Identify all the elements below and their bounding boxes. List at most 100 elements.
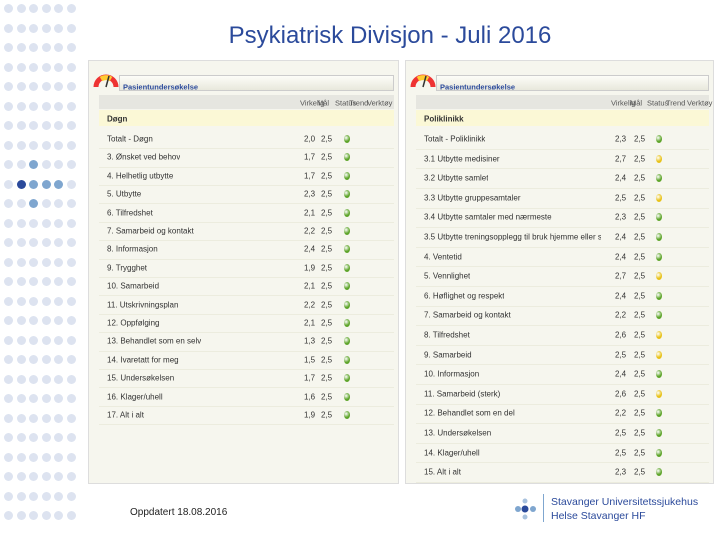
- status-indicator: [344, 300, 350, 309]
- dot: [29, 511, 38, 520]
- actual-value: 2,1: [304, 208, 316, 218]
- dot: [54, 374, 63, 384]
- dot: [4, 452, 13, 462]
- dot: [16, 238, 26, 247]
- row-label: 14. Klager/uhell: [424, 448, 480, 458]
- dot: [54, 179, 63, 189]
- dot: [54, 472, 63, 481]
- dot: [66, 433, 76, 442]
- section-row: [99, 110, 394, 126]
- column-header: Verktøy: [367, 98, 393, 108]
- target-value: 2,5: [321, 171, 333, 181]
- dot: [4, 374, 13, 384]
- dot: [66, 4, 76, 13]
- actual-value: 1,6: [304, 392, 316, 402]
- row-separator: [416, 266, 709, 268]
- actual-value: 2,4: [615, 232, 627, 242]
- dot: [54, 62, 63, 72]
- dot: [29, 218, 38, 228]
- row-label: 9. Samarbeid: [424, 350, 472, 360]
- dot: [29, 296, 38, 306]
- dot: [41, 511, 51, 520]
- dot: [16, 199, 26, 208]
- dot: [29, 121, 38, 130]
- table-panel: Pasientundersøkelse Virkelig Mål Status Tren…: [405, 60, 714, 484]
- dot: [4, 394, 13, 403]
- dot: [66, 101, 76, 111]
- dot: [16, 4, 26, 13]
- row-separator: [99, 203, 394, 205]
- dot: [54, 82, 63, 91]
- dot: [66, 82, 76, 91]
- row-label: 10. Informasjon: [424, 369, 480, 379]
- dot: [54, 257, 63, 267]
- dot: [66, 140, 76, 150]
- target-value: 2,5: [634, 291, 646, 301]
- dot: [16, 160, 26, 169]
- column-header: Status: [647, 98, 669, 108]
- row-label: 9. Trygghet: [107, 263, 148, 273]
- row-label: 13. Undersøkelsen: [424, 428, 492, 438]
- dot: [4, 335, 13, 345]
- column-header-row: [416, 95, 709, 109]
- slide-title: Psykiatrisk Divisjon - Juli 2016: [228, 22, 552, 49]
- row-separator: [99, 405, 394, 407]
- dot: [4, 160, 13, 169]
- row-label: 16. Klager/uhell: [107, 392, 163, 402]
- target-value: 2,5: [634, 369, 646, 379]
- dot: [54, 121, 63, 130]
- row-separator: [416, 325, 709, 327]
- dot: [16, 374, 26, 384]
- row-separator: [416, 462, 709, 464]
- dot: [41, 62, 51, 72]
- dot: [66, 413, 76, 423]
- row-separator: [416, 227, 709, 229]
- dot: [29, 257, 38, 267]
- target-value: 2,5: [634, 448, 646, 458]
- row-separator: [99, 166, 394, 168]
- target-value: 2,5: [634, 408, 646, 418]
- target-value: 2,5: [321, 263, 333, 273]
- dot: [66, 491, 76, 501]
- dot: [29, 433, 38, 442]
- target-value: 2,5: [634, 428, 646, 438]
- actual-value: 1,9: [304, 410, 316, 420]
- target-value: 2,5: [321, 392, 333, 402]
- status-indicator: [656, 233, 662, 241]
- target-value: 2,5: [321, 355, 333, 365]
- dot: [29, 23, 38, 33]
- row-separator: [416, 207, 709, 209]
- actual-value: 2,1: [304, 318, 316, 328]
- row-label: 12. Behandlet som en del: [424, 408, 515, 418]
- dot: [41, 277, 51, 286]
- dot: [29, 413, 38, 423]
- status-indicator: [344, 171, 350, 180]
- actual-value: 2,2: [304, 300, 316, 310]
- dot: [66, 121, 76, 130]
- dot: [29, 394, 38, 403]
- row-separator: [416, 305, 709, 307]
- row-separator: [99, 424, 394, 426]
- row-label: 14. Ivaretatt for meg: [107, 355, 179, 365]
- row-separator: [416, 364, 709, 366]
- app-title-bar: [119, 75, 394, 91]
- status-indicator: [656, 252, 662, 261]
- dot: [66, 257, 76, 267]
- row-label: 11. Utskrivningsplan: [107, 300, 179, 310]
- logo-divider: [543, 494, 544, 522]
- target-value: 2,5: [321, 226, 333, 236]
- dot: [16, 296, 26, 306]
- target-value: 2,5: [634, 252, 646, 262]
- row-separator: [99, 313, 394, 315]
- column-header: Virkelig: [611, 98, 636, 108]
- dot: [66, 335, 76, 345]
- row-label: 6. Tilfredshet: [107, 208, 153, 218]
- dot: [4, 511, 13, 520]
- dot: [29, 179, 38, 189]
- row-separator: [416, 344, 709, 346]
- actual-value: 1,5: [304, 355, 316, 365]
- actual-value: 2,4: [615, 252, 627, 262]
- row-separator: [416, 403, 709, 405]
- dot: [4, 491, 13, 501]
- dot: [54, 43, 63, 52]
